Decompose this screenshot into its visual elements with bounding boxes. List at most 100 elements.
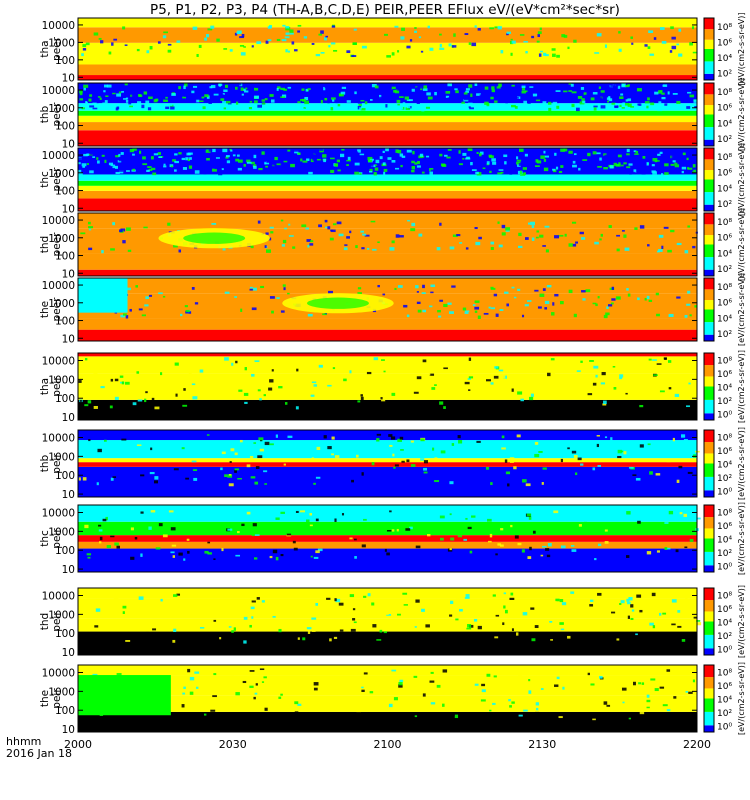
- spectrogram-noise: [497, 221, 500, 224]
- spectrogram-noise: [176, 593, 181, 596]
- spectrogram-noise: [257, 104, 263, 108]
- spectrogram-noise: [360, 108, 366, 111]
- spectrogram-noise: [328, 290, 333, 294]
- spectrogram-noise: [305, 88, 309, 92]
- spectrogram-noise: [444, 154, 448, 157]
- spectrogram-noise: [571, 91, 577, 94]
- spectrogram-band: [78, 253, 697, 270]
- spectrogram-noise: [136, 371, 140, 374]
- spectrogram-noise: [315, 476, 321, 479]
- spectrogram-noise: [489, 709, 492, 712]
- spectrogram-noise: [87, 221, 91, 225]
- spectrogram-noise: [132, 153, 135, 156]
- spectrogram-noise: [213, 93, 219, 96]
- spectrogram-noise: [411, 222, 416, 227]
- spectrogram-noise: [652, 171, 657, 175]
- spectrogram-noise: [141, 314, 146, 317]
- spectrogram-noise: [323, 86, 326, 91]
- spectrogram-noise: [414, 626, 417, 628]
- colorbar-tick-label: 10⁸: [717, 509, 732, 519]
- spectrogram-noise: [676, 296, 681, 299]
- spectrogram-noise: [411, 160, 415, 164]
- spectrogram-noise: [546, 554, 551, 558]
- spectrogram-noise: [550, 639, 554, 641]
- spectrogram-noise: [547, 372, 551, 377]
- spectrogram-noise: [289, 443, 292, 446]
- spectrogram-noise: [500, 171, 504, 174]
- spectrogram-noise: [173, 468, 179, 471]
- spectrogram-noise: [579, 231, 584, 235]
- spectrogram-noise: [191, 287, 195, 290]
- spectrogram-noise: [399, 96, 404, 99]
- spectrogram-noise: [466, 627, 472, 630]
- spectrogram-noise: [434, 166, 438, 170]
- spectrogram-noise: [251, 373, 255, 377]
- spectrogram-noise: [551, 714, 554, 717]
- spectrogram-noise: [663, 226, 669, 229]
- spectrogram-noise: [361, 472, 364, 476]
- spectrogram-band: [78, 64, 697, 76]
- spectrogram-noise: [287, 149, 291, 152]
- spectrogram-noise: [284, 227, 287, 230]
- spectrogram-noise: [463, 538, 468, 541]
- spectrogram-noise: [578, 167, 581, 171]
- spectrogram-noise: [474, 25, 477, 28]
- spectrogram-noise: [608, 608, 613, 612]
- spectrogram-noise: [256, 599, 260, 603]
- spectrogram-noise: [228, 626, 232, 628]
- spectrogram-noise: [87, 556, 91, 559]
- colorbar-tick-label: 10⁰: [717, 722, 732, 732]
- panel-label-product: peer: [51, 297, 63, 322]
- spectrogram-noise: [271, 99, 275, 103]
- spectrogram-noise: [142, 156, 146, 160]
- spectrogram-noise: [425, 624, 430, 628]
- spectrogram-noise: [616, 618, 621, 621]
- spectrogram-noise: [150, 156, 154, 160]
- spectrogram-noise: [158, 156, 163, 158]
- spectrogram-noise: [528, 678, 531, 682]
- spectrogram-noise: [195, 686, 199, 689]
- spectrogram-noise: [534, 453, 540, 458]
- spectrogram-noise: [202, 88, 207, 91]
- spectrogram-noise: [125, 99, 129, 103]
- spectrogram-noise: [205, 34, 210, 38]
- spectrogram-noise: [634, 227, 638, 230]
- spectrogram-noise: [307, 88, 311, 90]
- spectrogram-noise: [376, 163, 381, 166]
- spectrogram-noise: [619, 374, 624, 378]
- spectrogram-noise: [400, 158, 406, 162]
- spectrogram-noise: [381, 399, 386, 402]
- spectrogram-noise: [297, 637, 300, 640]
- spectrogram-noise: [283, 463, 286, 466]
- spectrogram-noise: [648, 30, 654, 34]
- spectrogram-noise: [234, 32, 238, 36]
- chart-title: P5, P1, P2, P3, P4 (TH-A,B,C,D,E) PEIR,P…: [150, 2, 620, 18]
- spectrogram-band: [78, 269, 697, 276]
- spectrogram-noise: [489, 170, 492, 174]
- spectrogram-noise: [132, 402, 137, 406]
- spectrogram-noise: [287, 50, 291, 53]
- spectrogram-noise: [692, 169, 696, 174]
- spectrogram-noise: [418, 36, 422, 39]
- panel-label-product: peir: [51, 453, 63, 474]
- spectrogram-noise: [494, 526, 499, 530]
- spectrogram-noise: [633, 169, 637, 173]
- spectrogram-noise: [362, 233, 367, 236]
- spectrogram-noise: [499, 92, 503, 96]
- spectrogram-noise: [353, 538, 357, 541]
- colorbar-frame: [703, 504, 715, 573]
- spectrogram-noise: [155, 98, 159, 102]
- spectrogram-noise: [406, 99, 411, 102]
- spectrogram-noise: [621, 230, 625, 232]
- spectrogram-noise: [402, 592, 408, 595]
- spectrogram-noise: [451, 443, 455, 446]
- spectrogram-noise: [434, 384, 437, 386]
- spectrogram-noise: [271, 310, 274, 314]
- spectrogram-noise: [382, 162, 386, 166]
- spectrogram-noise: [285, 32, 290, 35]
- colorbar-segment: [704, 289, 714, 301]
- spectrogram-noise: [429, 305, 433, 308]
- spectrogram-noise: [421, 108, 425, 112]
- spectrogram-noise: [354, 162, 360, 166]
